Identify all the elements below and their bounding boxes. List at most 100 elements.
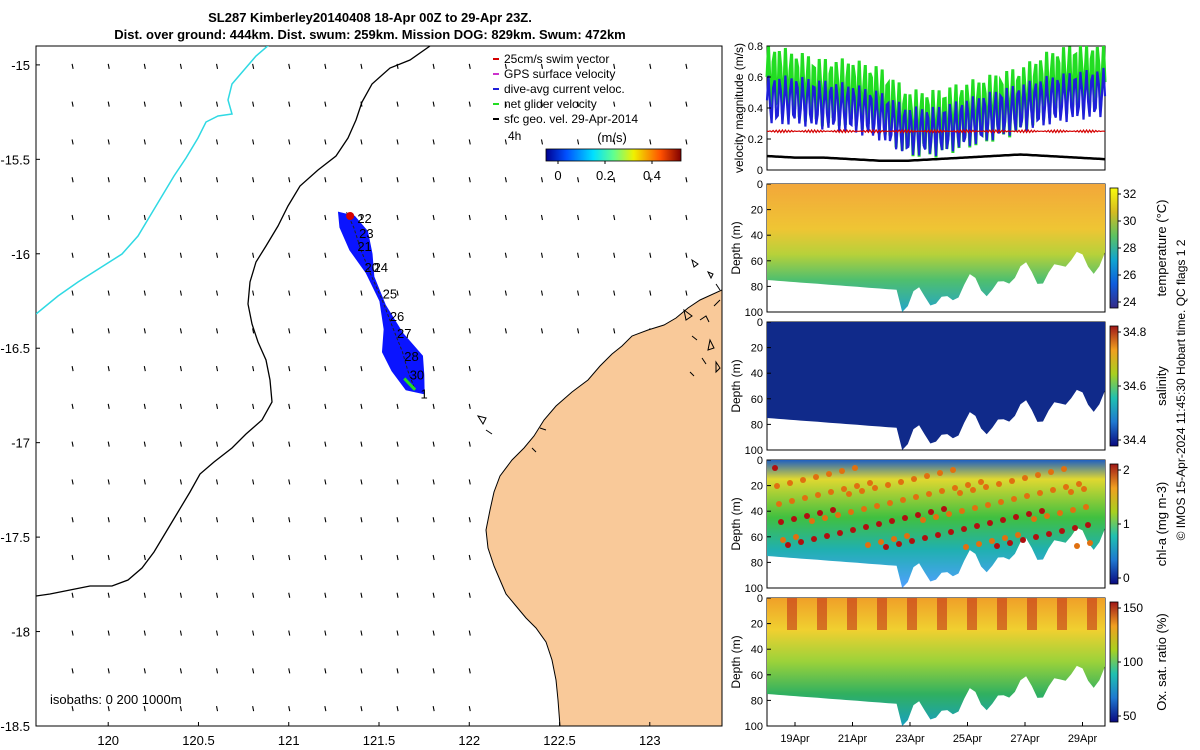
velocity-arrow (360, 139, 363, 145)
chla-dot (976, 541, 982, 547)
chla-dot (867, 480, 873, 486)
salinity-colorbar-tick-label: 34.6 (1123, 379, 1147, 393)
velocity-arrow (71, 668, 74, 674)
chla-dot (904, 533, 910, 539)
velocity-arrow (107, 630, 110, 636)
time-x-tick-label: 23Apr (895, 733, 925, 745)
title-line-1: SL287 Kimberley20140408 18-Apr 00Z to 29… (208, 10, 532, 25)
chla-dot (913, 494, 919, 500)
chla-dot (789, 498, 795, 504)
chla-dot (1081, 486, 1087, 492)
velocity-arrow (71, 706, 74, 712)
chla-dot (970, 487, 976, 493)
chla-colorbar-label: chl-a (mg m-3) (1154, 482, 1169, 567)
chla-dot (852, 465, 858, 471)
velocity-arrow (288, 252, 291, 258)
oxygen-max-band (817, 598, 827, 630)
velocity-arrow (360, 554, 363, 561)
velocity-arrow (540, 139, 544, 145)
chla-dot (839, 468, 845, 474)
velocity-arrow (468, 441, 471, 447)
velocity-arrow (468, 668, 471, 674)
chla-dot (1068, 489, 1074, 495)
chla-dot (1002, 535, 1008, 541)
velocity-arrow (324, 517, 327, 523)
velocity-arrow (360, 177, 363, 183)
velocity-arrow (432, 290, 435, 296)
velocity-arrow (179, 139, 182, 145)
velocity-arrow (468, 479, 471, 485)
velocity-arrow (179, 517, 182, 523)
velocity-arrow (71, 479, 74, 485)
oxygen-max-band (937, 598, 947, 630)
velocity-arrow (685, 252, 688, 258)
velocity-arrow (288, 177, 291, 183)
day-label: 26 (390, 309, 404, 324)
velocity-arrow (577, 101, 580, 107)
chla-dot (1015, 532, 1021, 538)
velocity-arrow (215, 706, 219, 712)
velocity-arrow (685, 290, 688, 296)
velocity-arrow (468, 554, 471, 561)
chla-dot (920, 517, 926, 523)
depth-tick-label: 100 (745, 583, 763, 595)
depth-tick-label: 40 (751, 506, 763, 518)
velocity-arrow (71, 139, 74, 145)
velocity-arrow (432, 630, 435, 636)
velocity-arrow (215, 366, 219, 372)
velocity-arrow (143, 630, 146, 636)
chla-colorbar (1109, 463, 1119, 585)
velocity-arrow (179, 630, 182, 636)
velocity-arrow (396, 592, 399, 598)
colorbar-tick-label: 0.2 (596, 168, 614, 183)
chla-dot (926, 491, 932, 497)
velocity-arrow (685, 101, 688, 107)
velocity-arrow (252, 177, 255, 183)
title-line-2: Dist. over ground: 444km. Dist. swum: 25… (114, 27, 626, 42)
velocity-arrow (107, 403, 110, 409)
velocity-arrow (540, 328, 544, 334)
velocity-arrow (107, 366, 110, 372)
velocity-y-tick-label: 0.6 (748, 72, 763, 84)
velocity-arrow (288, 554, 291, 561)
colorbar-tick-label: 0 (554, 168, 561, 183)
chla-dot (791, 516, 797, 522)
velocity-arrow (577, 328, 580, 334)
salinity-colorbar-label: salinity (1154, 366, 1169, 406)
chla-dot (1000, 517, 1006, 523)
velocity-arrow (360, 441, 363, 447)
velocity-arrow (179, 328, 182, 334)
velocity-arrow (215, 479, 219, 485)
velocity-arrow (215, 441, 219, 447)
chla-dot (835, 512, 841, 518)
velocity-arrow (107, 177, 110, 183)
velocity-arrow (432, 101, 435, 107)
velocity-arrow (396, 668, 399, 674)
velocity-arrow (252, 668, 255, 674)
chla-dot (1087, 540, 1093, 546)
depth-tick-label: 0 (757, 455, 763, 467)
day-label: 1 (421, 387, 428, 402)
velocity-arrow (179, 252, 182, 258)
chla-dot (911, 476, 917, 482)
velocity-arrow (577, 252, 580, 258)
velocity-arrow (179, 592, 182, 598)
velocity-ylabel: velocity magnitude (m/s) (732, 43, 746, 173)
chla-dot (900, 497, 906, 503)
map-x-tick-label: 122 (458, 733, 480, 748)
velocity-arrow (252, 592, 255, 598)
velocity-arrow (468, 177, 471, 183)
chla-dot (983, 484, 989, 490)
chla-dot (804, 513, 810, 519)
velocity-arrow (324, 592, 327, 598)
chla-dot (1037, 490, 1043, 496)
time-x-tick-label: 29Apr (1068, 733, 1098, 745)
velocity-arrow (468, 63, 471, 69)
velocity-arrow (179, 214, 182, 221)
velocity-arrow (252, 706, 255, 712)
time-x-tick-label: 19Apr (780, 733, 810, 745)
velocity-arrow (324, 101, 327, 107)
